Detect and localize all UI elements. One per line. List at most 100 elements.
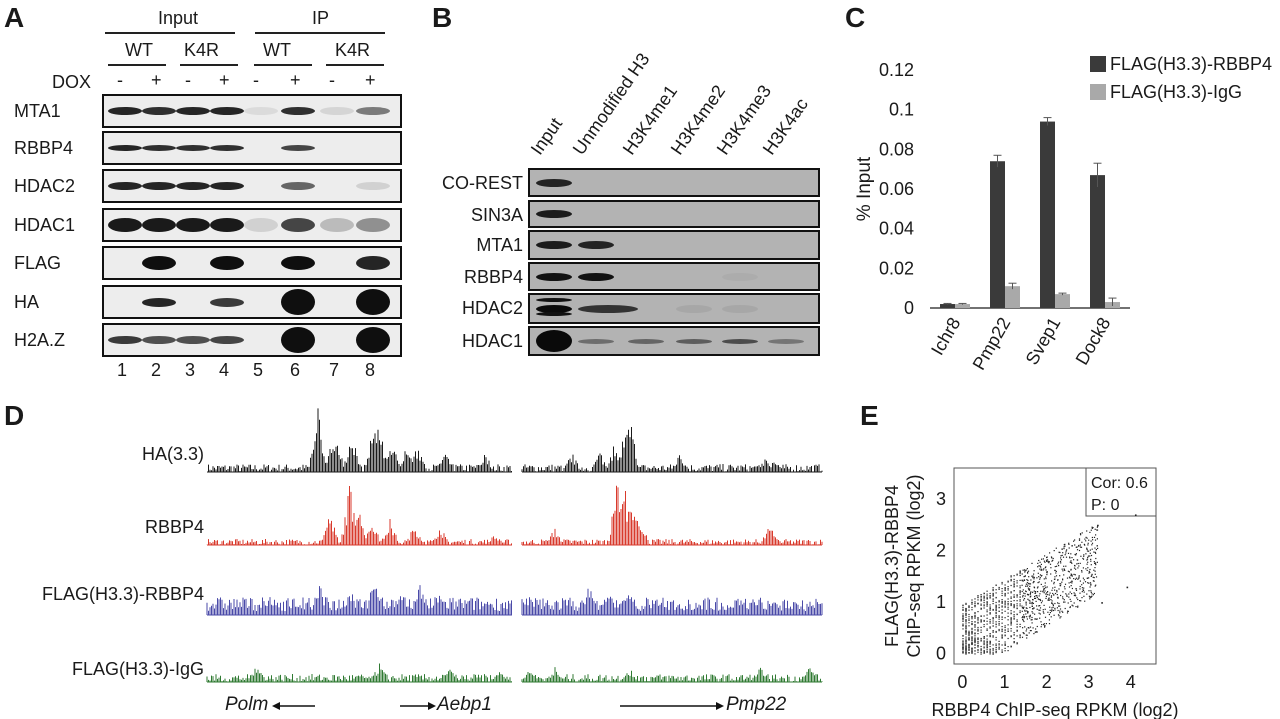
- scatter-point: [1004, 644, 1006, 646]
- scatter-point: [1075, 595, 1077, 597]
- scatter-point: [962, 613, 964, 615]
- scatter-point: [1086, 569, 1088, 571]
- scatter-point: [962, 647, 964, 649]
- scatter-point: [1031, 562, 1033, 564]
- scatter-point: [1093, 561, 1095, 563]
- scatter-point: [977, 596, 979, 598]
- scatter-point: [1061, 568, 1063, 570]
- scatter-point: [1036, 625, 1038, 628]
- scatter-point: [1095, 557, 1097, 560]
- scatter-point: [1034, 597, 1037, 599]
- scatter-point: [1042, 591, 1044, 593]
- scatter-point: [965, 602, 967, 604]
- scatter-point: [1031, 605, 1033, 607]
- scatter-point: [998, 610, 1000, 612]
- scatter-point: [986, 593, 988, 595]
- legend-label: FLAG(H3.3)-IgG: [1110, 82, 1242, 102]
- scatter-point: [1001, 616, 1003, 618]
- scatter-point: [980, 600, 982, 602]
- scatter-point: [1019, 600, 1021, 602]
- lane-number: 6: [290, 360, 301, 380]
- scatter-point: [1094, 570, 1096, 572]
- scatter-point: [1007, 624, 1009, 626]
- x-tick-label: 4: [1126, 672, 1136, 692]
- blot-strip: [102, 169, 402, 203]
- scatter-point: [1086, 547, 1088, 549]
- scatter-point: [1025, 590, 1027, 592]
- scatter-point: [1068, 547, 1070, 549]
- scatter-point: [998, 628, 1000, 631]
- scatter-point: [977, 629, 979, 631]
- scatter-point: [1057, 561, 1060, 563]
- scatter-point: [1007, 650, 1009, 652]
- y-axis-label-line2: ChIP-seq RPKM (log2): [904, 474, 924, 657]
- scatter-point: [1032, 627, 1034, 629]
- scatter-point: [1040, 569, 1042, 571]
- scatter-point: [992, 620, 994, 622]
- scatter-point: [1088, 539, 1090, 541]
- scatter-point: [1039, 598, 1041, 601]
- scatter-point: [1004, 595, 1006, 597]
- scatter-point: [1064, 607, 1066, 610]
- scatter-point: [1079, 544, 1081, 546]
- scatter-point: [1050, 573, 1052, 575]
- blot-strip: [102, 94, 402, 128]
- scatter-point: [968, 606, 970, 608]
- scatter-point: [986, 647, 988, 649]
- scatter-point: [995, 644, 997, 646]
- blot-band: [676, 304, 712, 313]
- scatter-point: [974, 621, 976, 623]
- dox-sign: +: [290, 70, 301, 90]
- scatter-point: [1065, 556, 1068, 558]
- scatter-point: [1078, 577, 1080, 579]
- scatter-point: [965, 628, 967, 630]
- scatter-point: [995, 623, 997, 625]
- scatter-point: [986, 629, 988, 631]
- scatter-point: [1038, 605, 1040, 607]
- blot-band: [281, 327, 315, 353]
- scatter-point: [1025, 601, 1027, 603]
- scatter-point: [1016, 643, 1018, 645]
- blot-row-label: HDAC1: [461, 331, 523, 351]
- annotation-text: Cor: 0.6: [1091, 475, 1148, 492]
- scatter-point: [983, 624, 985, 626]
- scatter-point: [1016, 630, 1018, 632]
- scatter-point: [974, 639, 976, 641]
- scatter-point: [1021, 610, 1023, 612]
- scatter-point: [968, 636, 970, 638]
- scatter-point: [1065, 552, 1067, 554]
- scatter-point: [1022, 632, 1024, 634]
- scatter-point: [1010, 628, 1012, 630]
- scatter-point: [974, 605, 976, 607]
- scatter-point: [1060, 594, 1062, 597]
- scatter-point: [1027, 587, 1029, 589]
- track-signal: [206, 663, 823, 682]
- scatter-point: [1001, 626, 1003, 628]
- scatter-point: [1049, 609, 1051, 611]
- scatter-point: [1027, 584, 1029, 586]
- scatter-point: [1094, 539, 1097, 541]
- scatter-point: [1095, 552, 1097, 554]
- scatter-point: [1004, 635, 1006, 637]
- scatter-point: [980, 615, 982, 617]
- blot-band: [108, 182, 142, 190]
- scatter-point: [1030, 595, 1032, 597]
- scatter-point: [980, 599, 982, 601]
- scatter-point: [1007, 619, 1009, 621]
- y-tick-label: 0.06: [879, 179, 914, 199]
- scatter-point: [1039, 577, 1041, 579]
- scatter-point: [1068, 571, 1070, 573]
- scatter-point: [1094, 585, 1096, 587]
- scatter-point: [995, 613, 997, 615]
- scatter-point: [1078, 538, 1081, 540]
- scatter-point: [1090, 564, 1092, 566]
- scatter-point: [965, 622, 967, 624]
- scatter-point: [1077, 578, 1079, 580]
- scatter-point: [1051, 600, 1053, 602]
- scatter-point: [1004, 610, 1006, 612]
- scatter-point: [1004, 606, 1006, 608]
- scatter-point: [968, 625, 970, 627]
- scatter-point: [962, 625, 964, 627]
- scatter-point: [980, 594, 982, 596]
- scatter-point: [1032, 602, 1034, 604]
